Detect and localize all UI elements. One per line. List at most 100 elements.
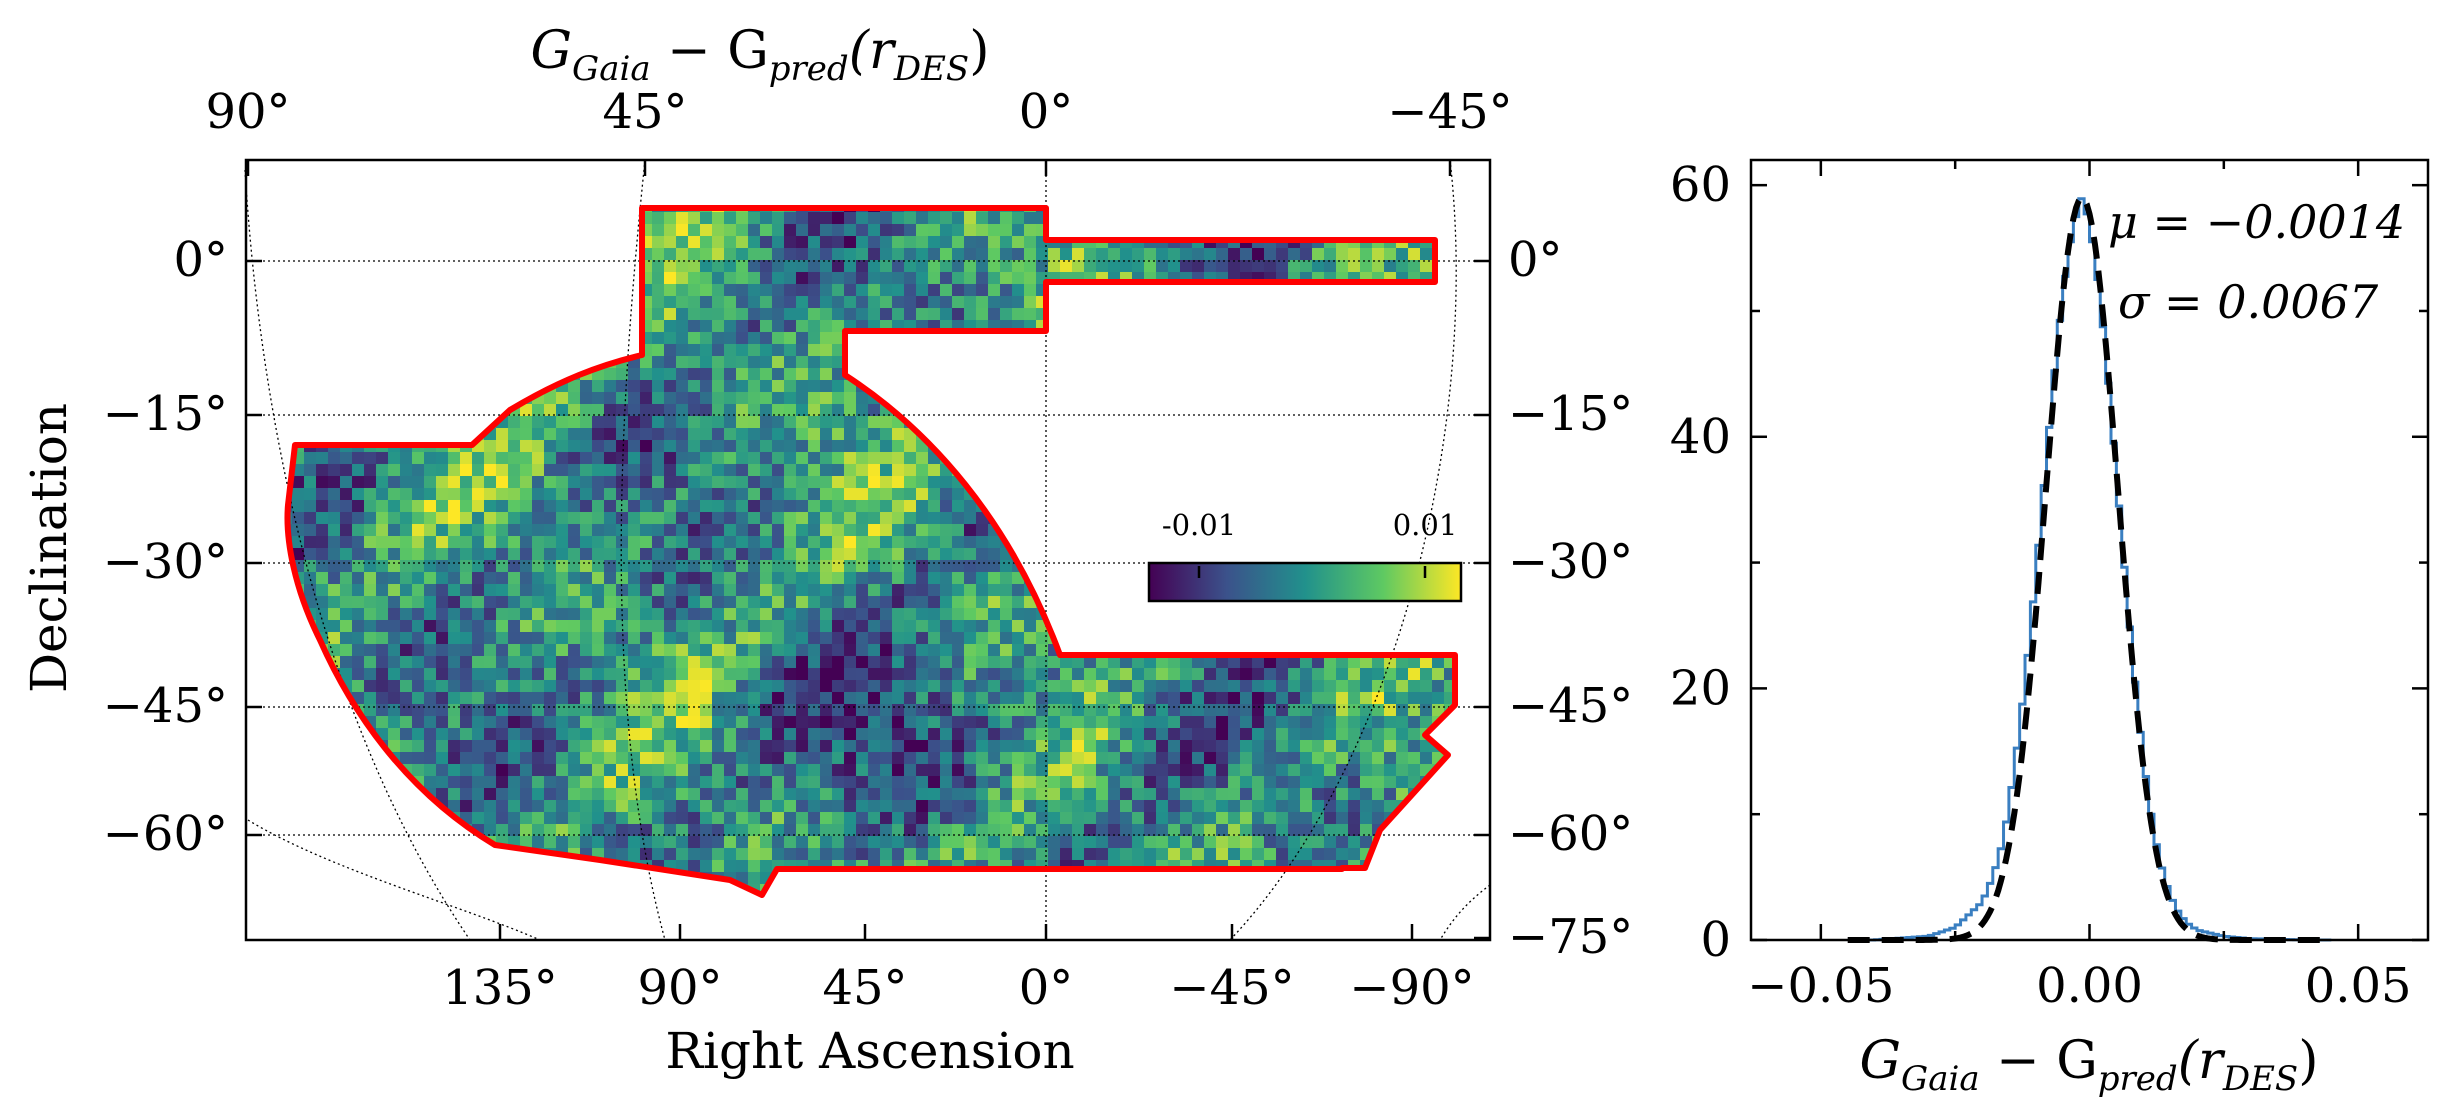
heatmap-pixel (580, 392, 592, 404)
heatmap-pixel (1072, 524, 1084, 536)
heatmap-pixel (1252, 368, 1264, 380)
heatmap-pixel (1012, 464, 1024, 476)
heatmap-pixel (376, 392, 388, 404)
heatmap-pixel (1108, 596, 1120, 608)
heatmap-pixel (532, 320, 544, 332)
heatmap-pixel (832, 272, 844, 284)
heatmap-pixel (772, 236, 784, 248)
heatmap-pixel (592, 572, 604, 584)
heatmap-pixel (640, 404, 652, 416)
heatmap-pixel (328, 692, 340, 704)
heatmap-pixel (784, 296, 796, 308)
heatmap-pixel (544, 428, 556, 440)
heatmap-pixel (1312, 208, 1324, 212)
heatmap-pixel (436, 536, 448, 548)
heatmap-pixel (1180, 656, 1192, 668)
heatmap-pixel (1048, 560, 1060, 572)
heatmap-pixel (436, 584, 448, 596)
heatmap-pixel (424, 332, 436, 344)
heatmap-pixel (424, 584, 436, 596)
heatmap-pixel (1348, 632, 1360, 644)
heatmap-pixel (916, 404, 928, 416)
heatmap-pixel (400, 208, 412, 212)
heatmap-pixel (688, 692, 700, 704)
heatmap-pixel (988, 608, 1000, 620)
heatmap-pixel (388, 284, 400, 296)
heatmap-pixel (436, 656, 448, 668)
heatmap-pixel (976, 584, 988, 596)
heatmap-pixel (1132, 404, 1144, 416)
heatmap-pixel (1000, 464, 1012, 476)
heatmap-pixel (340, 608, 352, 620)
heatmap-pixel (760, 716, 772, 728)
heatmap-pixel (988, 704, 1000, 716)
heatmap-pixel (1264, 788, 1276, 800)
heatmap-pixel (287, 248, 292, 260)
heatmap-pixel (1228, 692, 1240, 704)
heatmap-pixel (556, 752, 568, 764)
heatmap-pixel (484, 608, 496, 620)
heatmap-pixel (1132, 524, 1144, 536)
heatmap-pixel (880, 260, 892, 272)
heatmap-pixel (688, 236, 700, 248)
heatmap-pixel (304, 548, 316, 560)
heatmap-pixel (628, 584, 640, 596)
heatmap-pixel (448, 596, 460, 608)
heatmap-pixel (1180, 452, 1192, 464)
heatmap-pixel (1408, 416, 1420, 428)
heatmap-pixel (628, 656, 640, 668)
heatmap-pixel (940, 224, 952, 236)
heatmap-pixel (832, 560, 844, 572)
heatmap-pixel (496, 208, 508, 212)
heatmap-pixel (724, 740, 736, 752)
heatmap-pixel (988, 404, 1000, 416)
heatmap-pixel (376, 488, 388, 500)
heatmap-pixel (328, 380, 340, 392)
heatmap-pixel (856, 680, 868, 692)
heatmap-pixel (928, 632, 940, 644)
heatmap-pixel (808, 764, 820, 776)
heatmap-pixel (532, 248, 544, 260)
heatmap-pixel (556, 248, 568, 260)
heatmap-pixel (568, 692, 580, 704)
heatmap-pixel (832, 428, 844, 440)
heatmap-pixel (1204, 248, 1216, 260)
heatmap-pixel (1432, 212, 1444, 224)
heatmap-pixel (352, 524, 364, 536)
heatmap-pixel (724, 368, 736, 380)
heatmap-pixel (532, 500, 544, 512)
heatmap-pixel (340, 236, 352, 248)
heatmap-pixel (352, 572, 364, 584)
heatmap-pixel (448, 224, 460, 236)
heatmap-pixel (400, 656, 412, 668)
heatmap-pixel (688, 620, 700, 632)
heatmap-pixel (820, 740, 832, 752)
heatmap-pixel (1216, 608, 1228, 620)
heatmap-pixel (736, 392, 748, 404)
heatmap-pixel (832, 608, 844, 620)
heatmap-pixel (328, 788, 340, 800)
heatmap-pixel (772, 224, 784, 236)
heatmap-pixel (1096, 572, 1108, 584)
heatmap-pixel (664, 248, 676, 260)
heatmap-pixel (904, 776, 916, 788)
heatmap-pixel (1180, 308, 1192, 320)
heatmap-pixel (364, 404, 376, 416)
heatmap-pixel (1360, 680, 1372, 692)
heatmap-pixel (736, 716, 748, 728)
heatmap-pixel (1252, 716, 1264, 728)
heatmap-pixel (1288, 296, 1300, 308)
heatmap-pixel (1348, 800, 1360, 812)
heatmap-pixel (808, 584, 820, 596)
heatmap-pixel (976, 752, 988, 764)
heatmap-pixel (364, 248, 376, 260)
heatmap-pixel (316, 452, 328, 464)
heatmap-pixel (988, 356, 1000, 368)
heatmap-pixel (748, 224, 760, 236)
heatmap-pixel (1216, 692, 1228, 704)
heatmap-pixel (448, 632, 460, 644)
heatmap-pixel (352, 464, 364, 476)
heatmap-pixel (988, 248, 1000, 260)
heatmap-pixel (1060, 284, 1072, 296)
heatmap-pixel (1372, 692, 1384, 704)
